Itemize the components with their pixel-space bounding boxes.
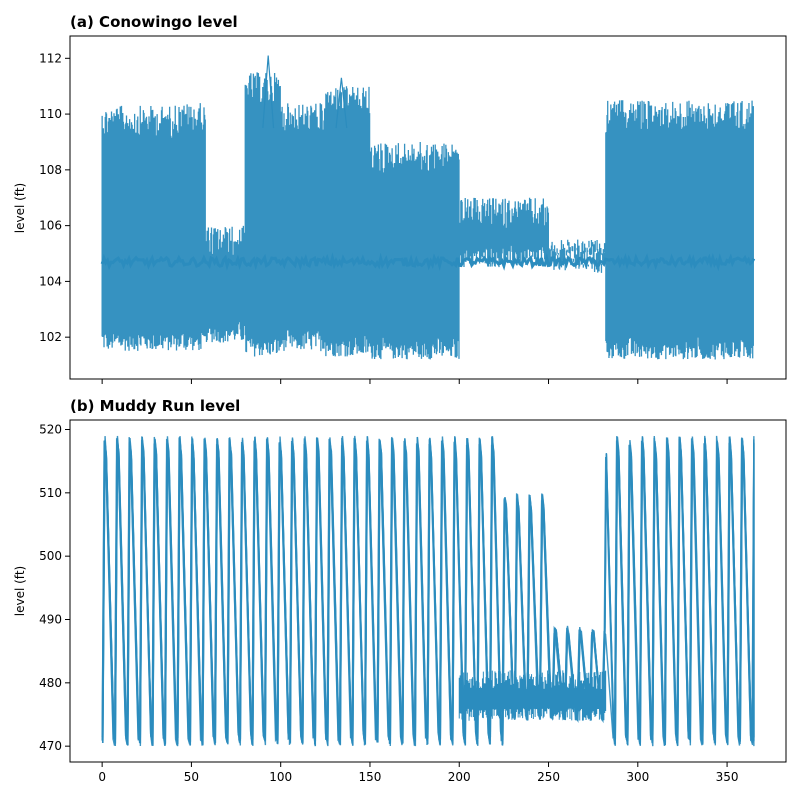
conowingo-level-panel: (a) Conowingo level level (ft) 102 104 106… — [13, 13, 787, 384]
conowingo-y-tick-label: 112 — [39, 51, 62, 65]
muddy-run-x-tick-label: 200 — [448, 770, 471, 784]
conowingo-peak-trace — [335, 77, 348, 129]
muddy-run-x-tick-label: 250 — [537, 770, 560, 784]
conowingo-y-axis-label: level (ft) — [13, 183, 27, 233]
conowingo-axes-frame — [69, 35, 787, 380]
conowingo-level-ensemble — [101, 72, 754, 360]
muddy-run-panel-title: (b) Muddy Run level — [70, 397, 240, 415]
conowingo-plot-area — [100, 55, 756, 360]
muddy-run-y-tick-label: 470 — [39, 739, 62, 753]
muddy-run-low-band — [458, 670, 607, 721]
muddy-run-level-panel: (b) Muddy Run level level (ft) 470 480 490… — [13, 397, 787, 784]
muddy-run-x-tick-label: 100 — [269, 770, 292, 784]
muddy-run-y-tick-label: 520 — [39, 423, 62, 437]
muddy-run-x-tick-label: 350 — [716, 770, 739, 784]
conowingo-y-tick-label: 110 — [39, 107, 62, 121]
muddy-run-x-ticks: 0 50 100 150 200 250 300 350 — [98, 762, 739, 784]
muddy-run-axes-frame — [69, 419, 787, 763]
muddy-run-x-tick-label: 150 — [359, 770, 382, 784]
muddy-run-y-axis-label: level (ft) — [13, 566, 27, 616]
muddy-run-level-trace — [102, 435, 755, 747]
conowingo-y-tick-label: 102 — [39, 330, 62, 344]
muddy-run-y-tick-label: 510 — [39, 486, 62, 500]
conowingo-y-tick-label: 108 — [39, 163, 62, 177]
conowingo-y-tick-label: 106 — [39, 219, 62, 233]
muddy-run-y-tick-label: 480 — [39, 676, 62, 690]
muddy-run-y-tick-label: 490 — [39, 613, 62, 627]
conowingo-y-tick-label: 104 — [39, 274, 62, 288]
conowingo-panel-title: (a) Conowingo level — [70, 13, 238, 31]
muddy-run-y-ticks: 470 480 490 500 510 520 — [39, 423, 70, 753]
muddy-run-x-tick-label: 300 — [626, 770, 649, 784]
muddy-run-y-tick-label: 500 — [39, 549, 62, 563]
muddy-run-x-tick-label: 50 — [184, 770, 199, 784]
conowingo-y-ticks: 102 104 106 108 110 112 — [39, 51, 70, 344]
conowingo-baseline-trace — [100, 252, 756, 272]
muddy-run-plot-area — [101, 435, 755, 747]
conowingo-x-ticks — [101, 379, 728, 384]
muddy-run-x-tick-label: 0 — [98, 770, 106, 784]
conowingo-peak-trace — [262, 55, 275, 129]
